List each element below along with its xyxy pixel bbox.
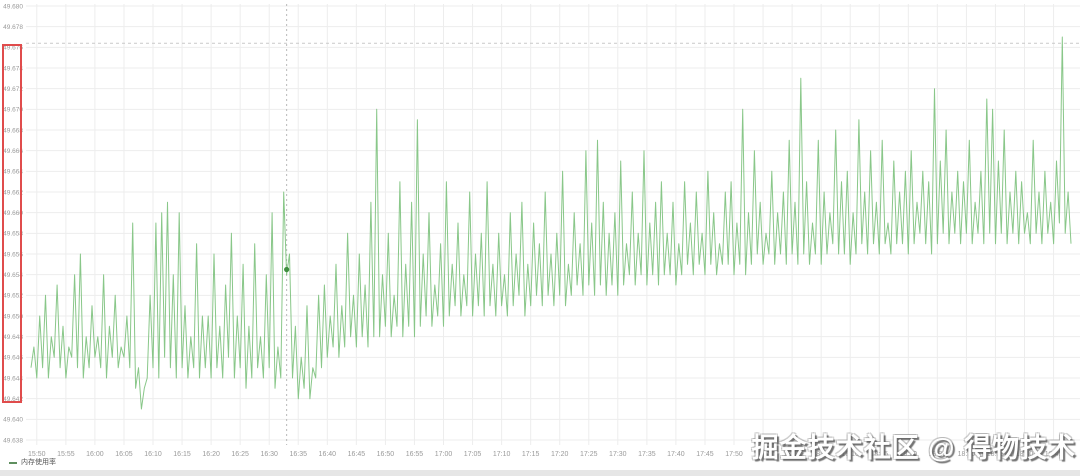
svg-text:18:35: 18:35 [987,451,1005,458]
svg-text:16:30: 16:30 [260,451,278,458]
svg-text:49.678: 49.678 [3,24,23,31]
y-axis-labels: 49.680 49.678 49.676 49.674 49.672 49.670 49.6… [3,3,23,444]
svg-text:49.648: 49.648 [3,334,23,341]
svg-text:16:40: 16:40 [319,451,337,458]
svg-text:49.642: 49.642 [3,396,23,403]
svg-text:18:40: 18:40 [1016,451,1034,458]
svg-text:18:05: 18:05 [812,451,830,458]
legend-label: 内存使用率 [21,459,56,466]
svg-text:49.640: 49.640 [3,417,23,424]
svg-text:16:50: 16:50 [377,451,395,458]
svg-text:16:25: 16:25 [231,451,249,458]
legend-line-icon [9,462,17,464]
svg-text:16:35: 16:35 [289,451,307,458]
svg-text:18:10: 18:10 [841,451,859,458]
svg-text:16:00: 16:00 [86,451,104,458]
svg-text:17:35: 17:35 [638,451,656,458]
page-bottom-strip [0,470,1080,476]
svg-text:49.656: 49.656 [3,251,23,258]
svg-text:49.638: 49.638 [3,437,23,444]
x-axis-labels: 15:50 15:55 16:00 16:05 16:10 16:15 16:20 16:25… [28,451,1062,458]
svg-text:49.672: 49.672 [3,86,23,93]
svg-text:15:50: 15:50 [28,451,46,458]
svg-text:15:55: 15:55 [57,451,75,458]
svg-text:17:30: 17:30 [609,451,627,458]
svg-text:49.644: 49.644 [3,375,23,382]
svg-text:18:20: 18:20 [900,451,918,458]
svg-text:17:00: 17:00 [435,451,453,458]
svg-text:16:10: 16:10 [144,451,162,458]
svg-text:17:20: 17:20 [551,451,569,458]
svg-text:17:55: 17:55 [754,451,772,458]
svg-text:49.646: 49.646 [3,355,23,362]
svg-text:17:15: 17:15 [522,451,540,458]
svg-text:49.658: 49.658 [3,231,23,238]
svg-text:16:55: 16:55 [406,451,424,458]
svg-text:18:00: 18:00 [783,451,801,458]
legend-item-memory-usage[interactable]: 内存使用率 [9,459,56,467]
svg-text:49.660: 49.660 [3,210,23,217]
svg-text:49.666: 49.666 [3,148,23,155]
svg-text:17:25: 17:25 [580,451,598,458]
grid-layer [26,4,1080,445]
svg-text:18:25: 18:25 [929,451,947,458]
svg-text:16:20: 16:20 [202,451,220,458]
svg-text:49.668: 49.668 [3,127,23,134]
svg-text:17:40: 17:40 [667,451,685,458]
svg-text:16:45: 16:45 [348,451,366,458]
svg-text:17:45: 17:45 [696,451,714,458]
svg-text:49.664: 49.664 [3,169,23,176]
svg-text:18:45: 18:45 [1045,451,1063,458]
svg-text:17:05: 17:05 [464,451,482,458]
svg-text:17:10: 17:10 [493,451,511,458]
svg-text:49.650: 49.650 [3,313,23,320]
svg-text:16:15: 16:15 [173,451,191,458]
svg-text:16:05: 16:05 [115,451,133,458]
svg-text:17:50: 17:50 [725,451,743,458]
svg-text:18:15: 18:15 [871,451,889,458]
svg-text:49.654: 49.654 [3,272,23,279]
series-line-memory-usage [30,36,1072,410]
crosshair-point [284,266,290,273]
svg-text:49.652: 49.652 [3,293,23,300]
svg-text:49.674: 49.674 [3,65,23,72]
svg-text:18:30: 18:30 [958,451,976,458]
svg-text:49.662: 49.662 [3,189,23,196]
svg-text:49.680: 49.680 [3,3,23,10]
svg-text:49.670: 49.670 [3,107,23,114]
svg-text:49.676: 49.676 [3,45,23,52]
